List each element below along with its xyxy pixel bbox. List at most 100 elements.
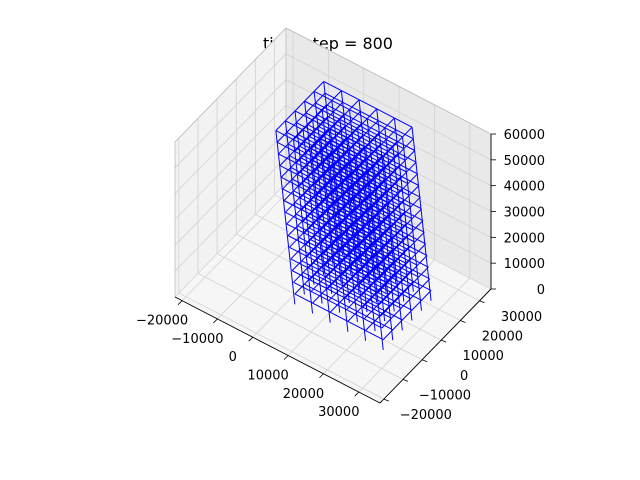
grid-line — [174, 79, 287, 194]
beam-x — [304, 100, 394, 148]
beam-y — [373, 208, 422, 259]
y-tick-mark — [402, 379, 409, 382]
beam-y — [310, 99, 360, 150]
grid-line — [197, 273, 404, 380]
column — [313, 91, 334, 266]
column — [355, 157, 376, 332]
beam-x — [294, 110, 384, 158]
column — [302, 129, 323, 304]
column — [340, 90, 361, 265]
grid-line — [181, 186, 294, 301]
beam-y — [328, 108, 378, 159]
beam-y — [329, 120, 379, 171]
column — [365, 147, 386, 322]
z-tick-label: 0 — [537, 283, 545, 298]
beam-y — [275, 81, 325, 131]
beam-y — [294, 101, 344, 152]
grid-line — [174, 53, 287, 169]
grid-line — [174, 131, 287, 246]
z-tick-label: 20000 — [504, 231, 545, 246]
column — [384, 127, 405, 302]
y-axis-line — [379, 288, 492, 404]
x-axis-line — [174, 296, 381, 404]
column — [293, 139, 314, 314]
y-tick-mark — [421, 359, 428, 363]
beam-y — [276, 92, 326, 143]
column — [329, 129, 350, 303]
y-tick-mark — [441, 339, 447, 343]
beam-y — [382, 290, 432, 341]
y-tick-label: 10000 — [463, 349, 504, 364]
beam-y — [363, 126, 413, 177]
z-tick-label: 10000 — [504, 257, 545, 272]
grid-line — [174, 156, 287, 272]
x-tick-label: 20000 — [283, 387, 324, 402]
beam-y — [381, 278, 431, 329]
z-tick-label: 40000 — [504, 180, 545, 195]
x-tick-label: 10000 — [247, 368, 288, 383]
beam-y — [347, 129, 397, 180]
beam-y — [346, 117, 395, 168]
x-tick-mark — [283, 355, 289, 360]
column — [373, 166, 394, 341]
column — [347, 138, 368, 313]
z-axis: 0 10000 20000 30000 40000 50000 60000 — [491, 128, 545, 298]
x-tick-label: 0 — [229, 350, 237, 365]
grid-line — [174, 182, 287, 298]
y-tick-label: −10000 — [419, 388, 471, 403]
beam-x — [286, 223, 376, 271]
y-tick-mark — [460, 320, 466, 323]
beam-y — [366, 150, 416, 200]
grid-line — [174, 105, 287, 220]
beam-y — [380, 266, 429, 317]
column — [392, 146, 413, 321]
column — [376, 108, 397, 283]
x-tick-label: 30000 — [318, 405, 359, 420]
column — [357, 128, 378, 303]
grid-line — [358, 277, 471, 393]
beam-x — [285, 120, 375, 167]
structure-wireframe — [275, 81, 432, 351]
grid-line — [217, 204, 329, 320]
beam-y — [369, 173, 418, 224]
y-tick-label: 30000 — [501, 310, 542, 325]
z-tick-label: 30000 — [504, 206, 545, 221]
beam-y — [372, 196, 421, 247]
beam-y — [378, 255, 428, 305]
column — [312, 120, 333, 294]
y-tick-mark — [383, 398, 389, 402]
x-tick-mark — [177, 300, 183, 305]
x-axis: −20000 −10000 0 10000 20000 30000 — [136, 300, 360, 420]
beam-x — [294, 293, 384, 341]
grid-line — [285, 53, 492, 161]
pane-edge — [285, 27, 492, 135]
beam-x — [275, 130, 365, 177]
column — [310, 148, 331, 323]
column — [366, 118, 387, 293]
beam-x — [283, 200, 373, 247]
beam-y — [377, 243, 426, 294]
column — [284, 120, 305, 295]
beam-x — [278, 153, 368, 201]
beam-x — [323, 81, 413, 128]
y-tick-label: 0 — [460, 369, 468, 384]
column — [275, 130, 296, 305]
column — [393, 117, 414, 292]
column — [346, 167, 367, 341]
beam-x — [313, 90, 403, 138]
column — [411, 127, 432, 301]
beam-x — [276, 141, 366, 189]
beam-y — [293, 90, 342, 141]
beam-x — [290, 258, 380, 306]
column — [321, 110, 342, 285]
column — [374, 137, 395, 312]
x-tick-label: −20000 — [136, 314, 188, 329]
column — [320, 139, 341, 313]
y-tick-label: −20000 — [400, 408, 452, 423]
x-tick-mark — [354, 391, 360, 397]
beam-x — [291, 270, 381, 317]
beam-y — [365, 138, 414, 189]
column — [402, 136, 422, 311]
y-tick-label: 20000 — [482, 329, 523, 344]
